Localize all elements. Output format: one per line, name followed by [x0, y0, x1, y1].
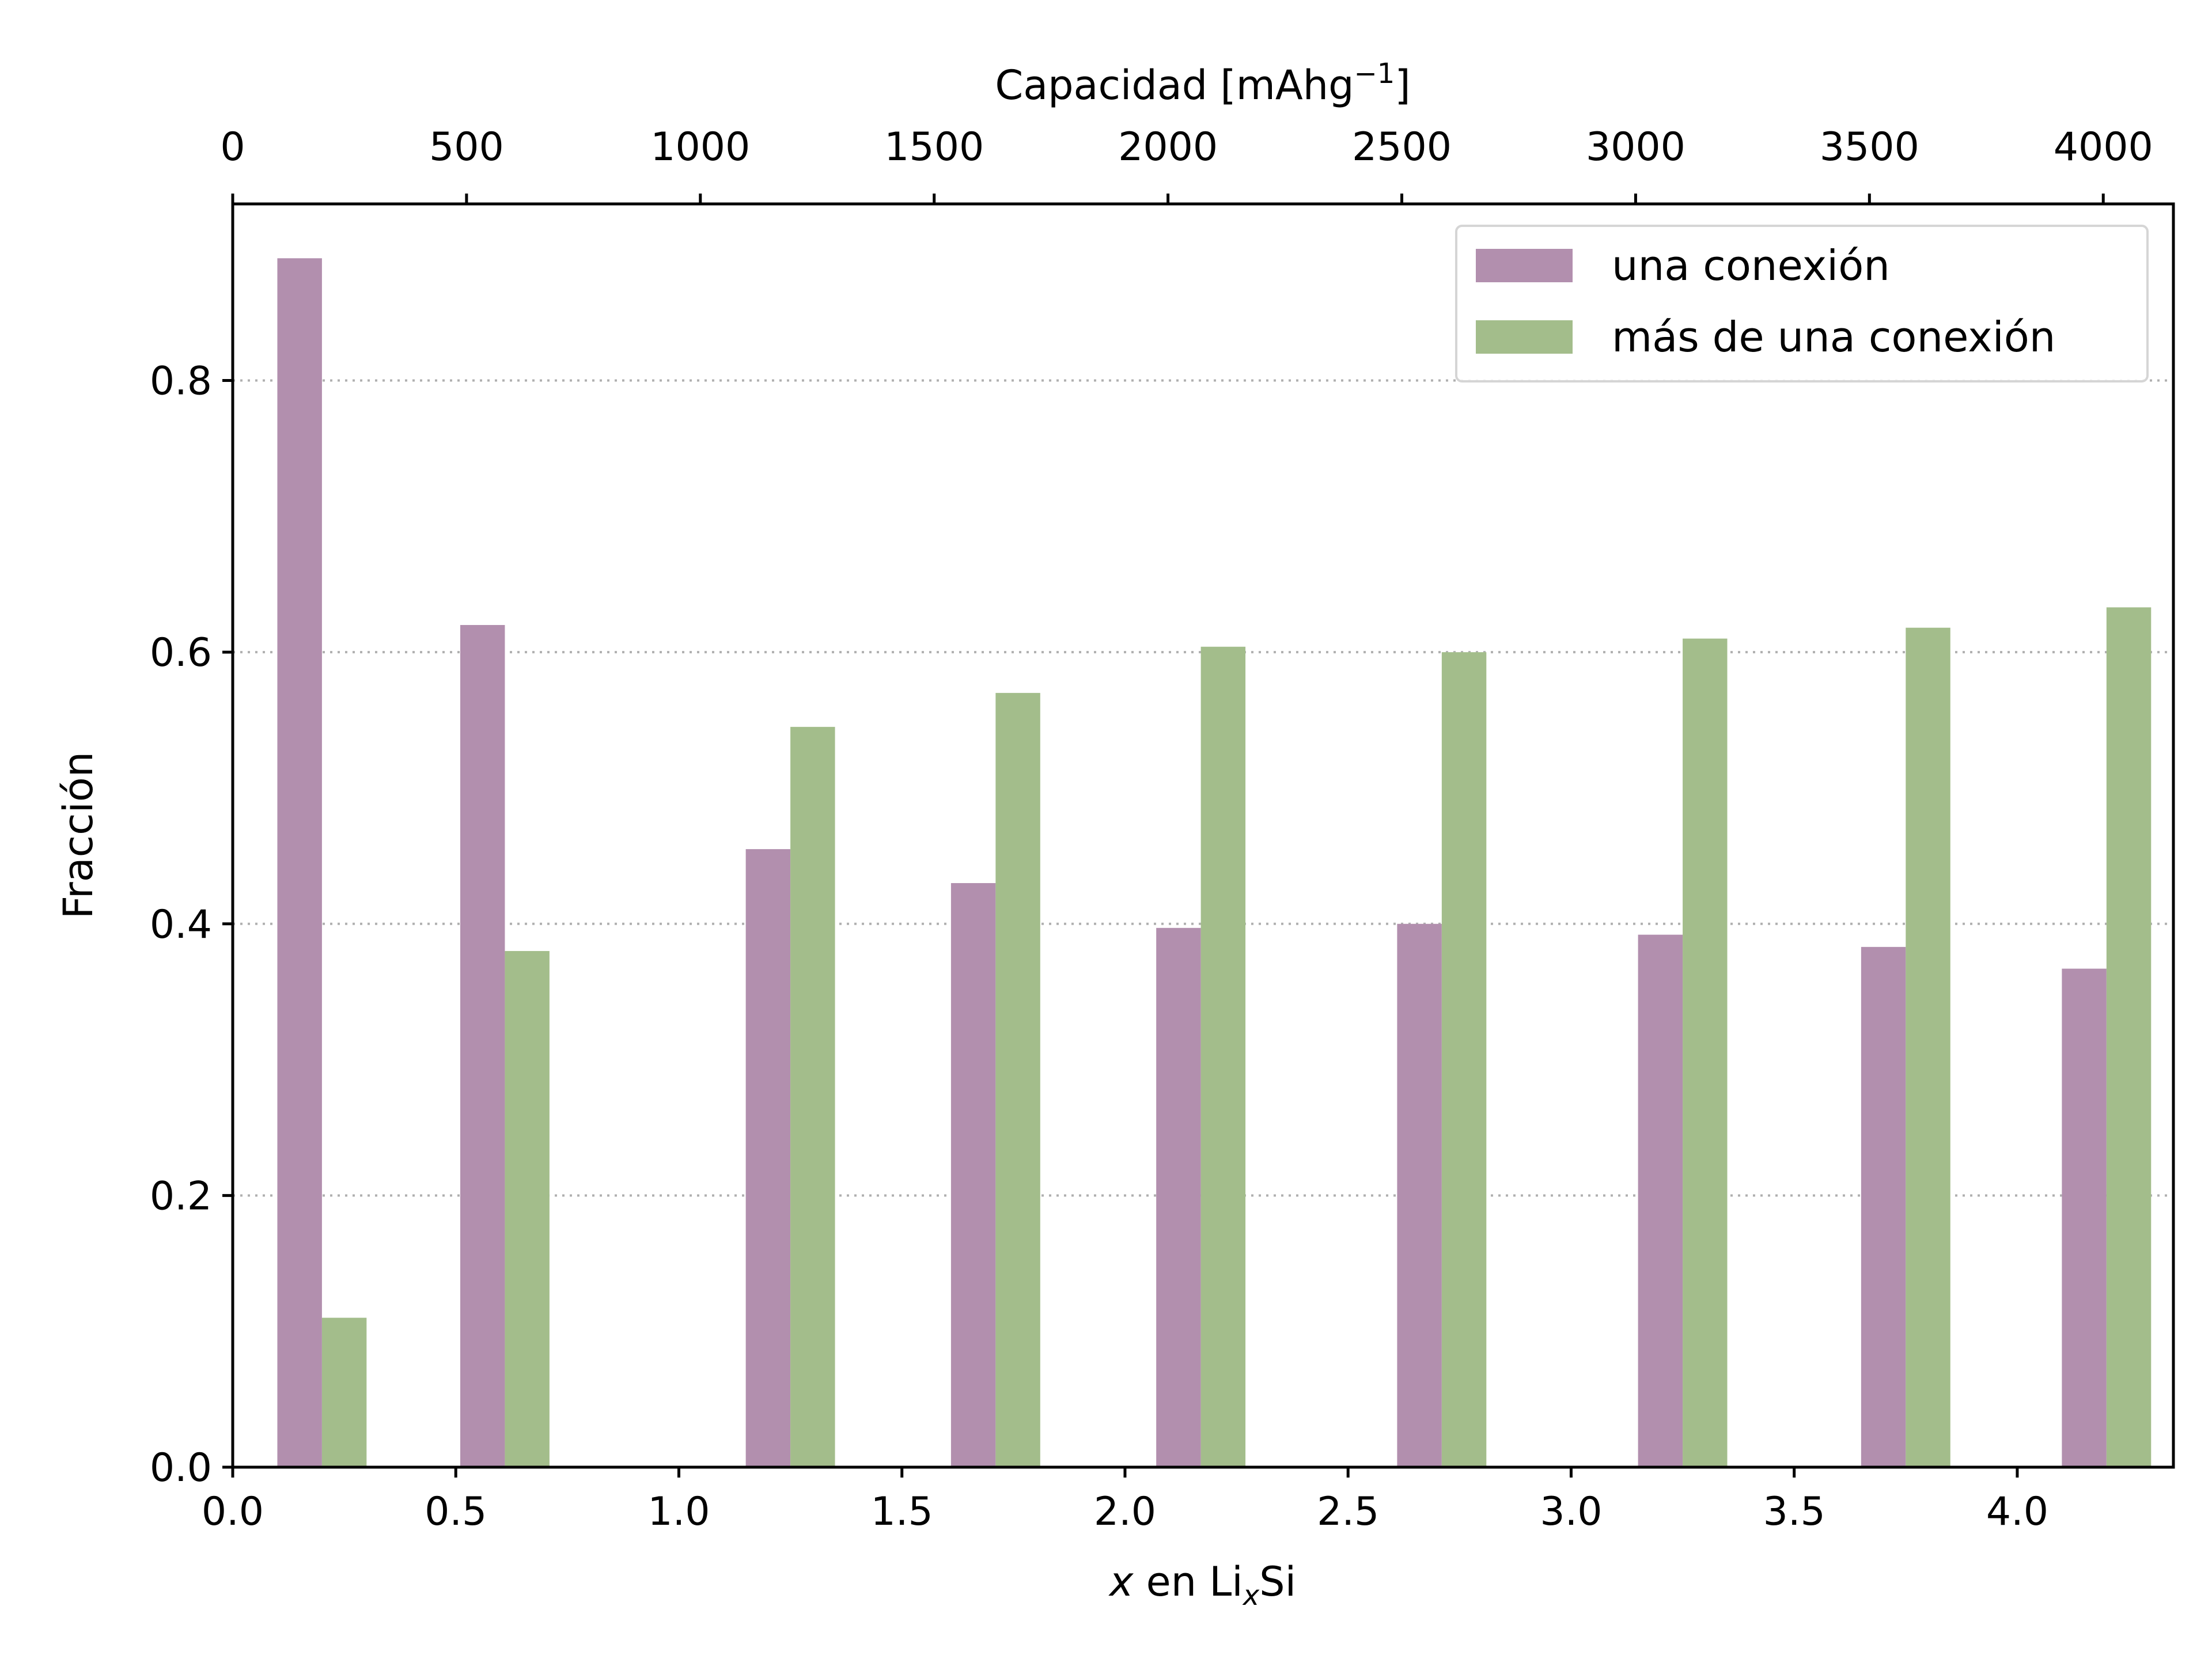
legend-label-una-conexion: una conexión: [1612, 241, 1890, 290]
top-x-tick-label: 4000: [2054, 124, 2153, 170]
grid: [233, 379, 2173, 1197]
plot-frame: [231, 202, 2175, 1469]
top-x-tick-label: 2000: [1118, 124, 1218, 170]
legend: una conexión más de una conexión: [1455, 225, 2149, 382]
bar-una-conexion: [1638, 934, 1683, 1467]
top-axis-title: Capacidad [mAhg−1]: [995, 58, 1410, 109]
x-tick-label: 3.0: [1540, 1489, 1602, 1535]
top-x-tick-label: 1500: [884, 124, 984, 170]
bar-mas-de-una-conexion: [321, 1317, 367, 1467]
bar-mas-de-una-conexion: [1441, 652, 1487, 1467]
bar-una-conexion: [950, 883, 996, 1467]
x-tick-label: 1.5: [871, 1489, 933, 1535]
y-tick-label: 0.2: [150, 1173, 212, 1219]
top-x-axis: 0 500 1000 1500 2000 2500 3000 3500 4000: [220, 124, 2153, 204]
y-tick-label: 0.8: [150, 359, 212, 404]
top-x-tick-label: 2500: [1352, 124, 1452, 170]
x-tick-label: 2.5: [1317, 1489, 1379, 1535]
bar-mas-de-una-conexion: [505, 950, 550, 1467]
x-axis: 0.0 0.5 1.0 1.5 2.0 2.5 3.0 3.5 4.0: [202, 1467, 2048, 1535]
bar-una-conexion: [460, 625, 505, 1467]
bar-mas-de-una-conexion: [790, 726, 835, 1467]
x-tick-label: 0.5: [425, 1489, 487, 1535]
bar-una-conexion: [277, 258, 322, 1468]
y-tick-label: 0.4: [150, 902, 212, 948]
legend-swatch-una-conexion: [1476, 249, 1573, 282]
bar-una-conexion: [745, 849, 791, 1467]
bar-mas-de-una-conexion: [1683, 638, 1728, 1467]
top-x-tick-label: 1000: [650, 124, 750, 170]
x-tick-label: 3.5: [1763, 1489, 1825, 1535]
y-axis: 0.0 0.2 0.4 0.6 0.8: [150, 359, 233, 1491]
legend-swatch-mas-de-una-conexion: [1476, 320, 1573, 354]
legend-label-mas-de-una-conexion: más de una conexión: [1612, 313, 2055, 361]
bar-una-conexion: [1397, 923, 1442, 1467]
bar-una-conexion: [1156, 927, 1201, 1467]
bar-una-conexion: [2062, 968, 2107, 1467]
legend-box: [1455, 225, 2149, 382]
bar-una-conexion: [1861, 946, 1906, 1467]
y-tick-label: 0.6: [150, 630, 212, 676]
x-axis-title: x en LixSi: [1108, 1558, 1296, 1612]
y-tick-label: 0.0: [150, 1445, 212, 1491]
top-x-tick-label: 3500: [1820, 124, 1919, 170]
bar-mas-de-una-conexion: [1200, 646, 1246, 1467]
bars: [277, 258, 2152, 1468]
x-tick-label: 0.0: [202, 1489, 264, 1535]
bar-mas-de-una-conexion: [2106, 607, 2152, 1467]
x-tick-label: 1.0: [647, 1489, 710, 1535]
bar-mas-de-una-conexion: [1906, 627, 1950, 1467]
top-x-tick-label: 500: [429, 124, 504, 170]
y-axis-title: Fracción: [55, 752, 102, 919]
top-x-tick-label: 0: [220, 124, 245, 170]
x-tick-label: 2.0: [1094, 1489, 1156, 1535]
top-x-tick-label: 3000: [1586, 124, 1685, 170]
bar-mas-de-una-conexion: [995, 692, 1040, 1467]
x-tick-label: 4.0: [1986, 1489, 2048, 1535]
